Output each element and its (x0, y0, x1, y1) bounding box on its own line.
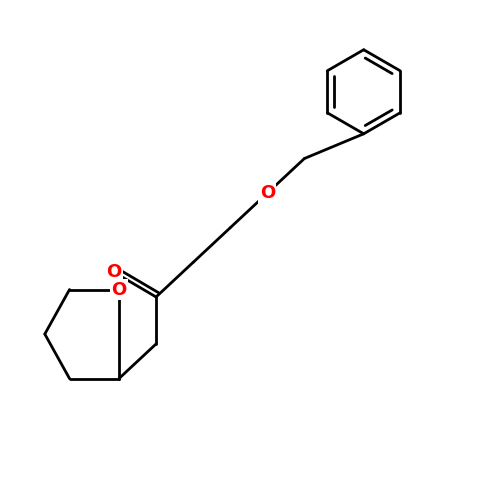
Text: O: O (112, 280, 126, 298)
Text: O: O (106, 263, 122, 281)
Text: O: O (260, 184, 275, 202)
